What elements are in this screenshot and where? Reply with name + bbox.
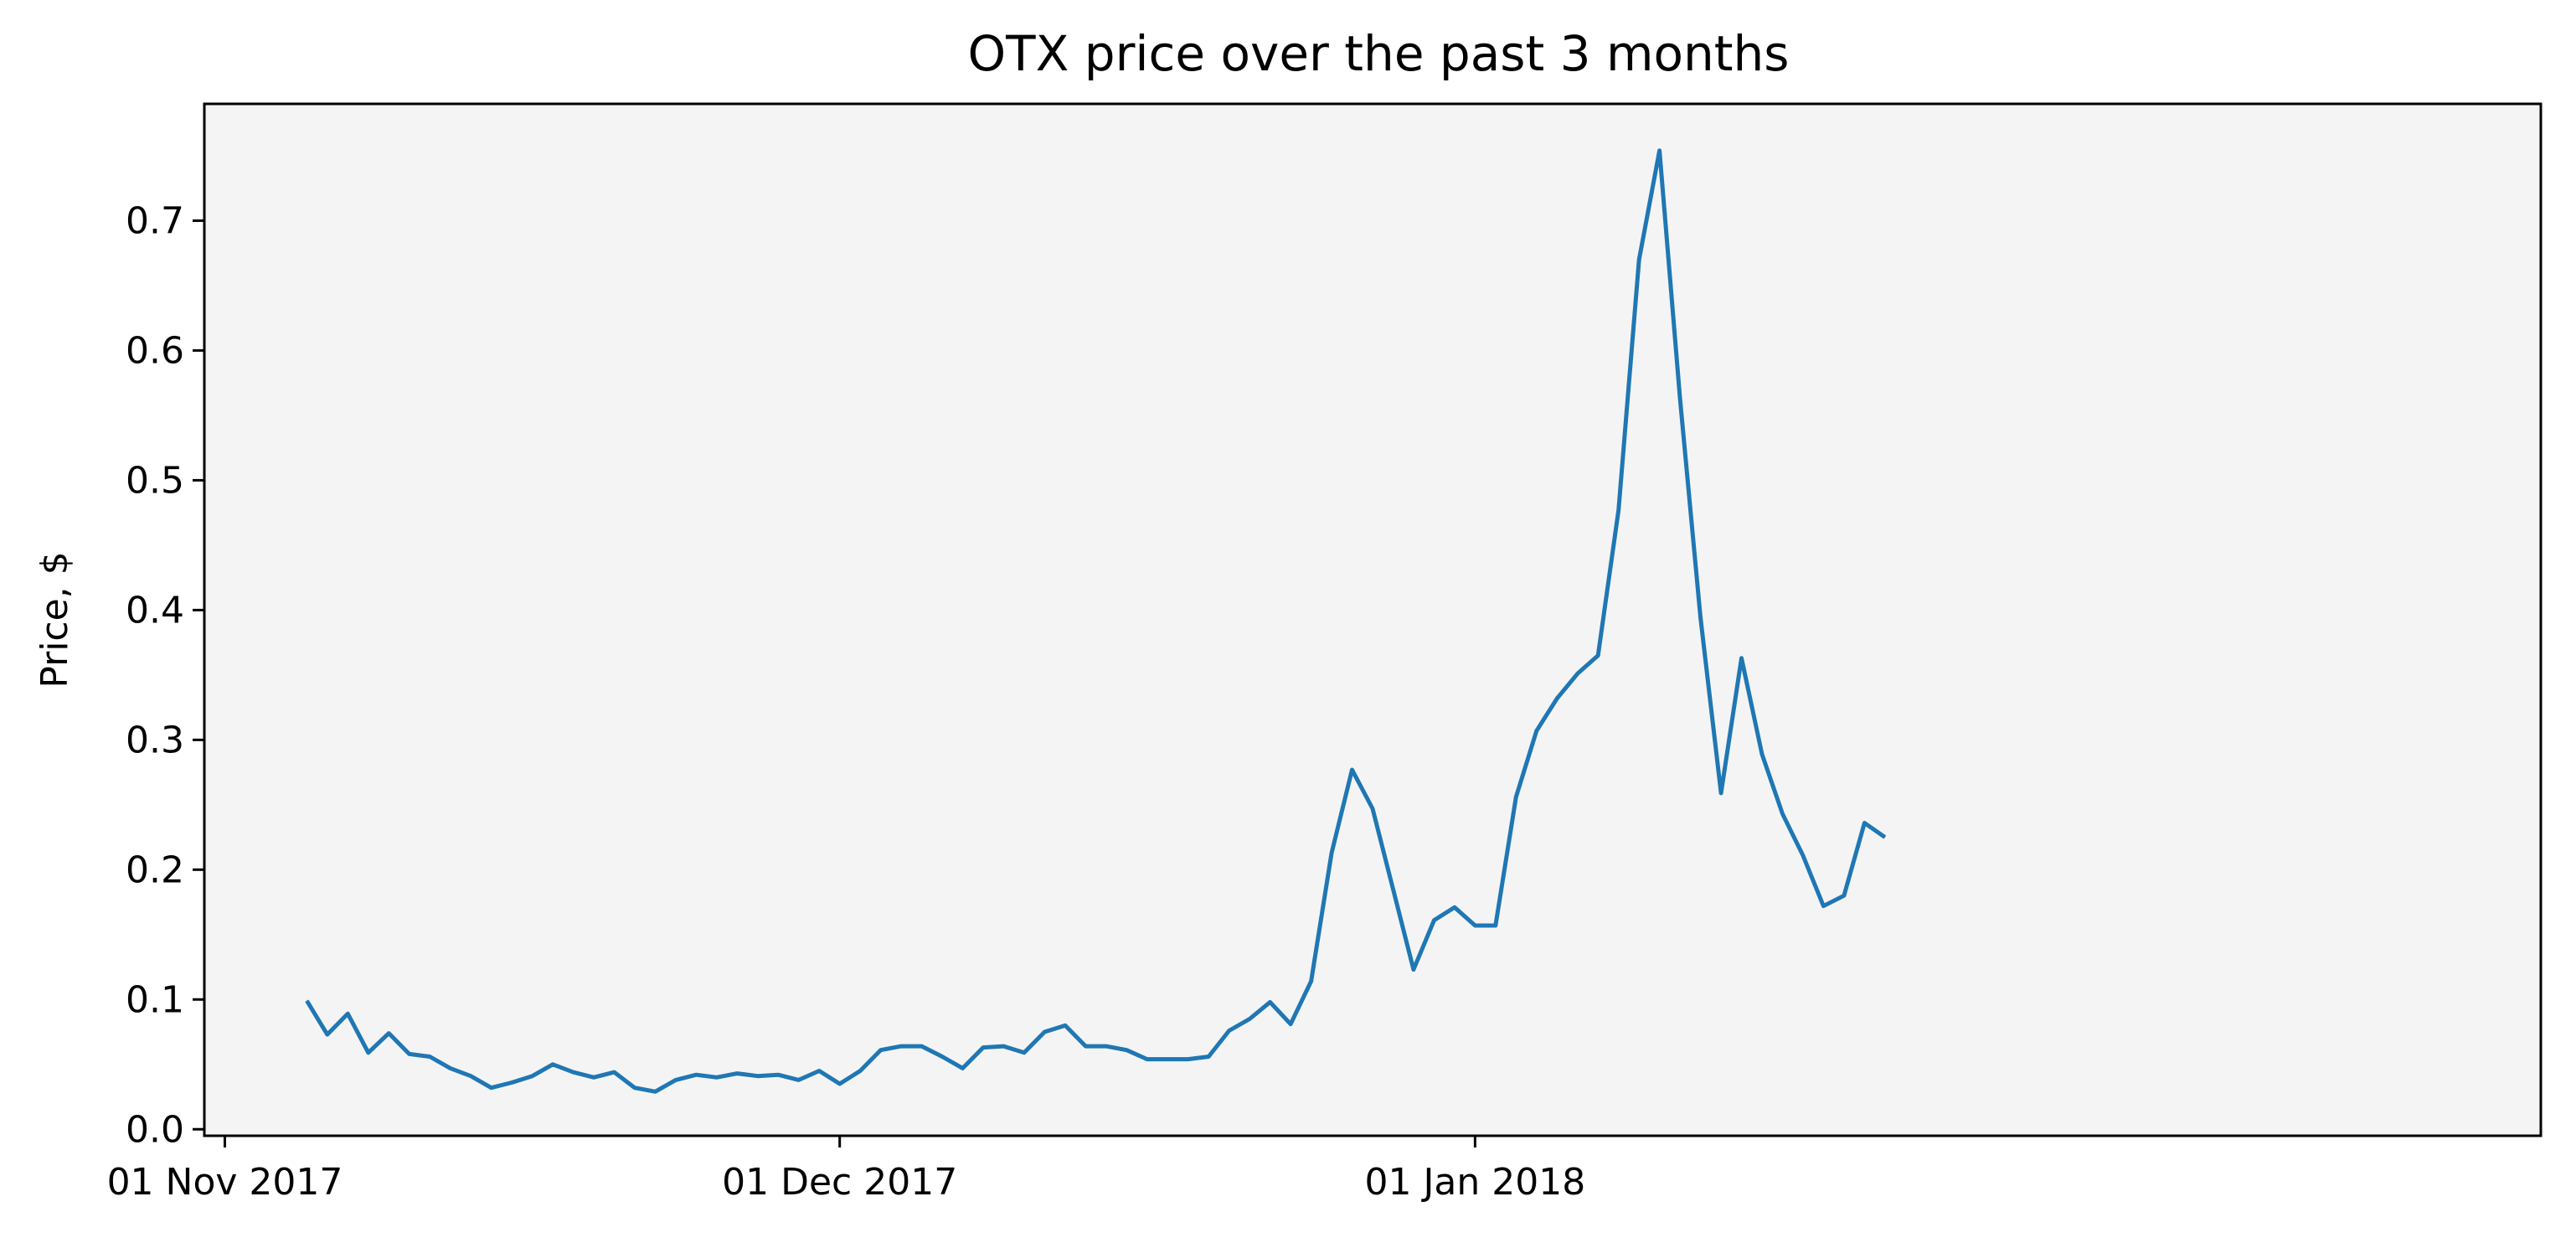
data-point [1003,1045,1004,1047]
y-axis: 0.0 0.1 0.2 0.3 0.4 0.5 0.6 0.7 [126,199,204,1151]
y-tick-label: 0.6 [126,329,184,372]
y-tick-label: 0.1 [126,978,184,1021]
y-tick-label: 0.7 [126,199,184,242]
data-point [880,1049,882,1051]
chart-title: OTX price over the past 3 months [968,25,1790,82]
data-point [1782,813,1783,815]
data-point [1208,1056,1209,1057]
data-point [1597,655,1599,657]
data-point [1802,854,1804,856]
data-point [982,1047,984,1049]
data-point [859,1070,861,1071]
data-point [1884,837,1886,838]
data-point [900,1045,902,1047]
data-point [839,1083,841,1085]
data-point [1700,617,1702,619]
x-tick-label: 01 Jan 2018 [1364,1161,1585,1204]
data-point [1413,969,1414,971]
data-point [1146,1059,1148,1060]
data-point [409,1053,410,1055]
data-point [532,1075,533,1077]
data-point [1618,509,1620,511]
x-tick-label: 01 Dec 2017 [722,1161,957,1204]
data-point [1577,673,1579,674]
y-tick-label: 0.3 [126,719,184,761]
y-tick-label: 0.5 [126,459,184,502]
data-point [757,1075,759,1077]
data-point [614,1071,615,1073]
data-point [1105,1045,1107,1047]
data-point [573,1071,574,1073]
data-point [450,1067,451,1069]
data-point [491,1087,492,1089]
series-line-otx [305,148,1887,1094]
plot-frame [203,102,2543,1137]
series-layer [305,148,1887,1094]
y-tick-label: 0.4 [126,589,184,632]
data-point [511,1082,513,1083]
data-point [818,1070,820,1071]
data-point [1126,1049,1127,1051]
data-point [552,1064,554,1065]
data-point [716,1076,718,1078]
data-point [1536,730,1538,731]
data-point [1761,753,1763,755]
data-point [1084,1045,1086,1047]
data-point [634,1087,636,1089]
data-point [1659,150,1661,152]
y-axis-label: Price, $ [33,551,76,688]
data-point [941,1056,943,1057]
data-point [1822,905,1824,907]
x-axis: 01 Nov 2017 01 Dec 2017 01 Jan 2018 [107,1136,1585,1204]
data-point [593,1076,595,1078]
data-point [1433,920,1435,921]
data-point [1720,792,1722,794]
data-point [736,1073,738,1075]
y-tick-label: 0.2 [126,848,184,891]
data-point [921,1045,923,1047]
data-point [962,1067,963,1069]
data-point [1679,398,1681,400]
data-point [1167,1059,1168,1060]
data-point [654,1091,656,1092]
data-point [1556,698,1558,699]
x-tick-label: 01 Nov 2017 [107,1161,343,1204]
data-point [1393,889,1394,890]
y-tick-label: 0.0 [126,1108,184,1151]
data-point [1023,1052,1025,1054]
plot-area [204,104,2541,1136]
data-point [1454,906,1455,908]
data-point [1064,1024,1066,1026]
data-point [1043,1031,1045,1033]
data-point [1843,895,1845,896]
